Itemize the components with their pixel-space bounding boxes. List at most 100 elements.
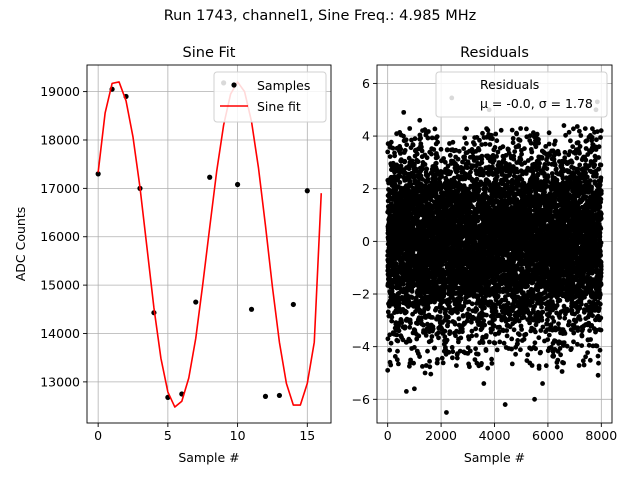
y-tick-label: 16000	[40, 229, 80, 244]
residual-point	[432, 126, 438, 132]
residual-point	[462, 154, 467, 160]
residual-point	[446, 319, 451, 325]
residual-point	[466, 336, 472, 342]
residual-point	[458, 335, 464, 341]
axes-title: Sine Fit	[183, 45, 236, 61]
legend-label-sine-fit: Sine fit	[257, 99, 301, 114]
residual-point	[455, 156, 461, 162]
residual-point	[439, 174, 444, 179]
residual-point	[398, 151, 403, 156]
residual-point	[482, 322, 488, 328]
residual-point	[462, 135, 468, 141]
residual-point	[449, 345, 455, 350]
residual-point	[448, 169, 454, 175]
residual-point	[492, 340, 498, 346]
data-point	[276, 392, 283, 399]
residual-point	[453, 333, 458, 339]
residual-point	[408, 182, 414, 188]
residual-point	[457, 348, 463, 354]
residual-point	[398, 163, 404, 169]
residual-point	[440, 360, 446, 366]
residual-point	[512, 149, 518, 155]
residual-point	[402, 158, 408, 164]
residual-point	[467, 348, 473, 354]
residual-point	[511, 153, 517, 159]
residual-point	[445, 163, 451, 169]
residual-point	[438, 314, 443, 320]
residual-point	[389, 288, 395, 294]
x-tick-label: 15	[299, 428, 315, 443]
residual-point	[474, 333, 479, 338]
residual-point	[516, 144, 522, 149]
residual-point	[429, 151, 434, 157]
residual-point	[500, 144, 506, 150]
residual-point	[425, 172, 431, 178]
residual-point	[465, 165, 470, 171]
residual-point	[435, 154, 440, 160]
residual-point	[412, 162, 417, 168]
residual-point	[510, 140, 516, 146]
residual-point	[494, 174, 500, 179]
residual-point	[497, 339, 503, 345]
residual-point	[419, 181, 424, 187]
y-tick-label: 15000	[40, 278, 80, 293]
residual-point	[433, 160, 439, 166]
residual-point	[396, 301, 402, 306]
residual-point	[494, 347, 500, 353]
residual-point	[411, 360, 416, 366]
residual-point	[452, 321, 458, 327]
residual-point	[429, 135, 435, 141]
residual-point	[474, 307, 480, 313]
residual-point	[396, 328, 402, 334]
residual-point	[397, 180, 403, 185]
residual-point	[463, 173, 468, 179]
residual-point	[419, 144, 424, 150]
residual-point	[396, 361, 401, 367]
residual-point	[492, 145, 498, 150]
residual-point	[401, 133, 406, 139]
residual-point	[417, 354, 422, 359]
residual-point	[489, 361, 495, 366]
residual-point	[456, 148, 462, 154]
residual-point	[479, 153, 485, 159]
residual-point	[480, 340, 486, 345]
residual-point	[473, 346, 478, 352]
residual-point	[447, 299, 453, 305]
residual-point	[399, 320, 405, 325]
residual-point	[430, 315, 435, 320]
residual-point	[442, 159, 448, 165]
residual-point	[389, 318, 395, 324]
residual-point	[398, 146, 404, 152]
residual-point	[406, 155, 412, 161]
residual-point	[434, 360, 440, 366]
residual-point	[425, 305, 431, 310]
residual-point	[408, 320, 413, 326]
residual-point	[509, 346, 514, 352]
residual-point	[435, 357, 440, 362]
residual-point	[456, 316, 462, 322]
residual-point	[414, 151, 420, 157]
residual-point	[387, 154, 393, 160]
residual-point	[490, 136, 495, 142]
residual-point	[433, 192, 439, 198]
residual-point	[425, 348, 430, 354]
residual-point	[415, 321, 420, 326]
residual-point	[475, 351, 481, 357]
y-tick-label: 19000	[40, 84, 80, 99]
residual-point	[466, 306, 472, 312]
residual-point	[446, 349, 452, 355]
residual-point	[387, 332, 393, 338]
residual-point	[454, 355, 460, 361]
x-axis-label: Sample #	[178, 450, 239, 465]
residual-point	[432, 345, 437, 351]
residual-point	[513, 351, 518, 357]
residual-point	[510, 136, 516, 141]
residual-point	[464, 318, 470, 324]
residual-point	[439, 355, 445, 361]
residual-point	[388, 139, 394, 145]
residual-point	[498, 127, 504, 133]
residual-point	[419, 148, 425, 154]
residual-point	[410, 142, 416, 148]
axes-2: 0 2000 4000 6000 8000−6−4−20246ResidualsSamp…	[352, 45, 618, 465]
residual-point	[427, 364, 433, 370]
